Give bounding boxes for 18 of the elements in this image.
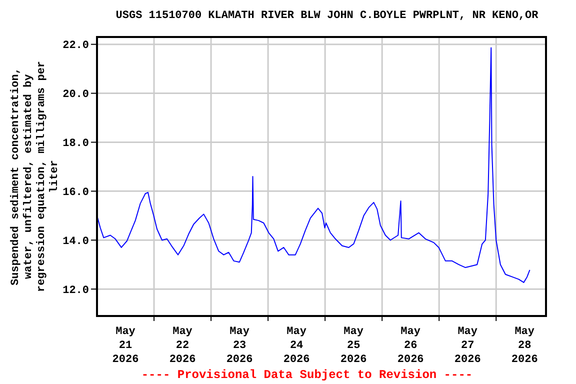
y-axis-title: Suspended sediment concentration, water, unfiltered, estimated by regression equation, milligrams per liter — [10, 60, 61, 292]
x-tick-label: May 21 2026 — [112, 326, 139, 366]
chart-title: USGS 11510700 KLAMATH RIVER BLW JOHN C.BOYLE PWRPLNT, NR KENO,OR — [114, 10, 540, 22]
y-tick-label: 22.0 — [62, 40, 89, 52]
line-series — [97, 47, 530, 283]
y-tick-label: 20.0 — [62, 89, 89, 102]
text: ---- Provisional Data Subject to Revision ---- — [140, 368, 474, 382]
x-tick-label: May 28 2026 — [511, 326, 538, 366]
x-tick-label: May 23 2026 — [226, 326, 253, 366]
x-tick-label: May 25 2026 — [340, 326, 367, 366]
x-tick-label: May 26 2026 — [397, 326, 424, 366]
x-tick-label: May 24 2026 — [283, 326, 310, 366]
y-tick-label: 16.0 — [62, 187, 89, 200]
x-tick-label: May 22 2026 — [169, 326, 196, 366]
y-tick-label: 12.0 — [62, 284, 89, 297]
y-tick-label: 18.0 — [62, 138, 89, 150]
x-tick-label: May 27 2026 — [454, 326, 481, 366]
y-tick-label: 14.0 — [62, 236, 89, 248]
